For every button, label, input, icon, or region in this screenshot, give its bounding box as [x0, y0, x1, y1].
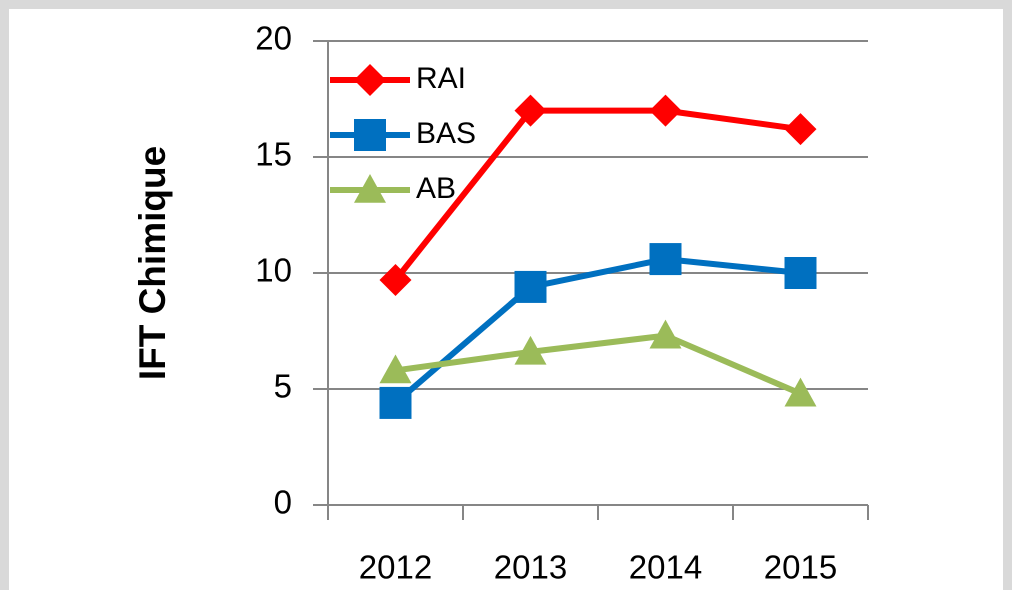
point: [379, 386, 412, 419]
y-tick-label: 20: [255, 20, 292, 57]
legend-label: AB: [416, 172, 456, 205]
point: [649, 94, 682, 127]
x-tick-label: 2014: [629, 549, 702, 586]
point: [784, 257, 817, 289]
legend-marker: [354, 174, 386, 203]
legend-marker: [354, 119, 386, 151]
point: [649, 319, 682, 349]
point: [784, 113, 817, 146]
point: [514, 270, 547, 303]
point: [514, 335, 547, 365]
series-line: [393, 256, 801, 406]
point: [784, 377, 817, 407]
point: [514, 94, 547, 127]
y-tick-label: 10: [255, 252, 292, 289]
point: [379, 263, 412, 296]
legend-marker: [354, 64, 386, 96]
point: [649, 243, 682, 276]
series-line: [395, 332, 802, 397]
y-axis-label: IFT Chimique: [132, 146, 173, 380]
legend-label: BAS: [416, 117, 476, 150]
y-tick-label: 5: [274, 368, 292, 405]
legend-label: RAI: [416, 62, 466, 95]
background: [9, 9, 1003, 590]
x-tick-label: 2012: [359, 549, 432, 586]
x-tick-label: 2013: [494, 549, 567, 586]
x-tick-label: 2015: [764, 549, 837, 586]
y-tick-label: 0: [274, 484, 292, 521]
y-tick-label: 15: [255, 136, 292, 173]
point: [379, 354, 412, 384]
series-line: [393, 107, 801, 282]
